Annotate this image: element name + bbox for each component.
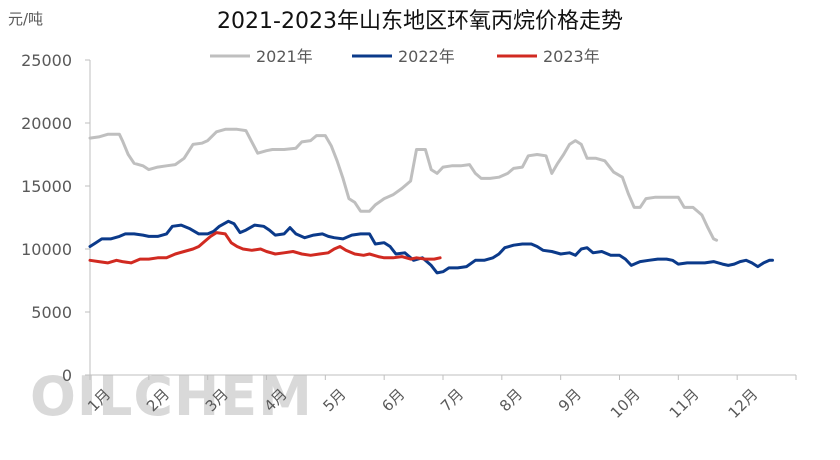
y-tick-label: 15000 [21, 177, 72, 196]
series-line-1 [88, 219, 774, 275]
series-line-2 [88, 231, 442, 265]
x-tick-label: 12月 [725, 385, 762, 422]
x-tick-label: 9月 [555, 385, 585, 415]
chart-title: 2021-2023年山东地区环氧丙烷价格走势 [217, 9, 623, 34]
x-tick-label: 11月 [666, 385, 703, 422]
legend-label: 2022年 [398, 47, 455, 66]
legend-item: 2022年 [352, 47, 455, 66]
x-tick-label: 8月 [496, 385, 526, 415]
x-tick-label: 5月 [319, 385, 349, 415]
x-tick-label: 10月 [607, 385, 644, 422]
legend-item: 2021年 [210, 47, 313, 66]
legend-item: 2023年 [497, 47, 600, 66]
series-line-0 [88, 127, 719, 242]
legend: 2021年 2022年 2023年 [210, 47, 600, 66]
y-axis-unit: 元/吨 [8, 10, 43, 28]
x-tick-label: 6月 [378, 385, 408, 415]
legend-label: 2023年 [543, 47, 600, 66]
legend-label: 2021年 [256, 47, 313, 66]
y-tick-label: 20000 [21, 114, 72, 133]
series-layer [88, 127, 774, 275]
y-tick-label: 0 [62, 366, 72, 385]
y-tick-label: 5000 [31, 303, 72, 322]
y-tick-label: 10000 [21, 240, 72, 259]
y-tick-label: 25000 [21, 51, 72, 70]
x-tick-label: 7月 [437, 385, 467, 415]
y-axis: 0 5000 10000 15000 20000 25000 [21, 51, 91, 385]
